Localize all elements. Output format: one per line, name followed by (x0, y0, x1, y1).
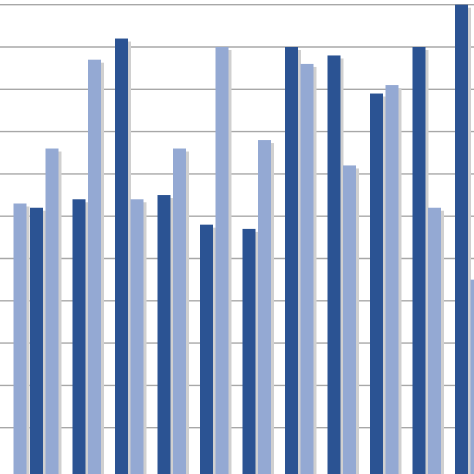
bar-light (173, 148, 186, 474)
bar-dark (455, 4, 468, 474)
bar-dark (72, 199, 86, 474)
bar-light (300, 63, 314, 474)
bar-dark (242, 228, 256, 474)
bar-light (470, 279, 474, 474)
bars (13, 4, 474, 474)
bar-light (385, 85, 399, 474)
gridlines (0, 3, 474, 429)
bar-dark (30, 207, 43, 474)
bar-dark (115, 38, 128, 474)
bar-dark (157, 195, 171, 474)
bar-light (428, 207, 441, 474)
bar-dark (285, 47, 298, 474)
bar-dark (327, 55, 341, 474)
bar-light (88, 59, 101, 474)
bar-dark (370, 93, 383, 474)
bar-light-partial (13, 203, 27, 474)
bar-light (215, 47, 229, 474)
bar-light (45, 148, 59, 474)
bar-dark (200, 224, 213, 474)
bar-light (343, 165, 356, 474)
bar-light (130, 199, 144, 474)
bar-dark (412, 47, 426, 474)
bar-light (258, 140, 271, 474)
